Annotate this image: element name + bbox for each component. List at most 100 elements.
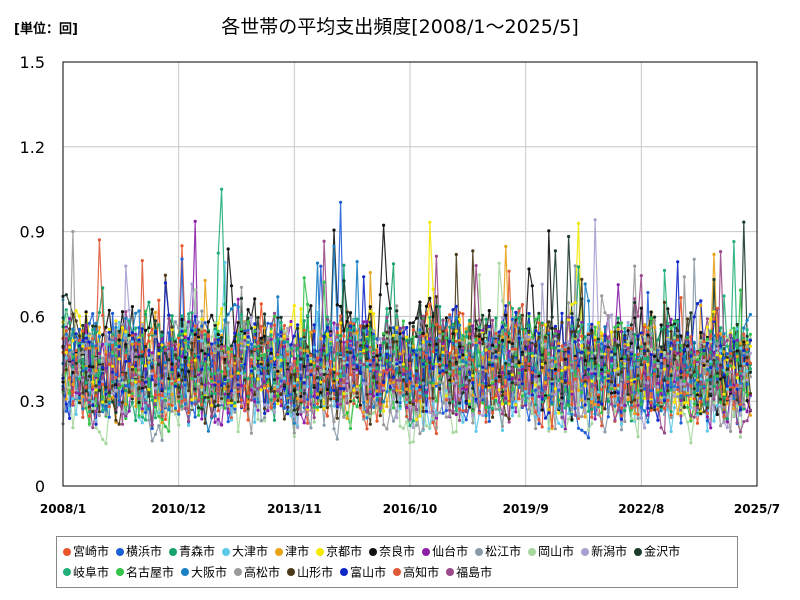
data-point	[497, 379, 501, 383]
data-point	[91, 403, 95, 408]
data-point	[309, 395, 313, 399]
data-point	[454, 343, 458, 347]
data-point	[395, 385, 399, 389]
data-point	[570, 417, 574, 421]
data-point	[226, 411, 230, 415]
data-point	[170, 314, 174, 318]
data-point	[401, 331, 405, 335]
data-point	[570, 312, 574, 316]
data-point	[216, 391, 220, 395]
data-point	[137, 371, 141, 375]
legend-marker	[340, 568, 349, 576]
data-point	[71, 390, 75, 394]
data-point	[315, 402, 320, 406]
data-point	[150, 372, 154, 376]
data-point	[421, 362, 425, 366]
data-point	[272, 418, 277, 422]
data-point	[74, 353, 78, 357]
data-point	[418, 300, 422, 304]
data-point	[649, 331, 653, 336]
data-point	[626, 320, 630, 325]
data-point	[623, 394, 627, 398]
data-point	[286, 352, 290, 356]
data-point	[276, 369, 280, 373]
data-point	[236, 385, 240, 390]
data-point	[124, 359, 128, 364]
data-point	[365, 357, 369, 361]
data-point	[206, 320, 210, 324]
data-point	[140, 415, 144, 419]
data-point	[97, 311, 101, 315]
data-point	[124, 411, 128, 415]
data-point	[477, 383, 481, 387]
data-point	[352, 333, 356, 337]
data-point	[679, 398, 683, 402]
data-point	[484, 391, 488, 395]
data-point	[679, 375, 683, 379]
data-point	[107, 404, 111, 409]
data-point	[163, 404, 167, 408]
data-point	[127, 326, 131, 330]
data-point	[385, 427, 389, 431]
data-point	[157, 411, 161, 415]
data-point	[282, 380, 286, 384]
data-point	[616, 391, 620, 395]
data-point	[107, 327, 111, 332]
data-point	[742, 379, 746, 383]
data-point	[253, 297, 257, 301]
data-point	[177, 400, 181, 404]
data-point	[130, 392, 134, 396]
data-point	[606, 399, 610, 404]
data-point	[553, 249, 558, 253]
data-point	[196, 382, 201, 386]
data-point	[467, 393, 472, 397]
data-point	[540, 397, 544, 401]
data-point	[643, 360, 647, 364]
data-point	[375, 389, 379, 393]
data-point	[695, 302, 700, 306]
data-point	[583, 335, 587, 339]
data-point	[613, 383, 617, 388]
data-point	[147, 366, 151, 370]
data-point	[279, 358, 283, 362]
data-point	[474, 368, 478, 372]
data-point	[438, 411, 442, 415]
data-point	[530, 393, 534, 397]
data-point	[738, 384, 743, 388]
data-point	[81, 358, 85, 362]
data-point	[269, 351, 273, 356]
data-point	[233, 401, 237, 405]
data-point	[378, 414, 382, 418]
series-points	[61, 187, 753, 446]
data-point	[712, 419, 716, 423]
data-point	[491, 363, 495, 367]
data-point	[742, 388, 746, 392]
data-point	[246, 418, 250, 422]
data-point	[537, 374, 541, 378]
data-point	[438, 305, 442, 309]
data-point	[679, 421, 683, 425]
data-point	[705, 406, 710, 410]
data-point	[259, 336, 263, 340]
data-point	[183, 356, 187, 360]
data-point	[600, 424, 604, 428]
data-point	[659, 327, 663, 331]
legend-item: 岡山市	[528, 541, 574, 562]
data-point	[444, 391, 448, 395]
data-point	[431, 416, 435, 420]
data-point	[263, 366, 267, 370]
data-point	[243, 408, 247, 412]
data-point	[91, 399, 95, 404]
data-point	[421, 364, 425, 368]
data-point	[570, 368, 574, 373]
data-point	[738, 408, 743, 412]
data-point	[362, 410, 366, 414]
data-point	[246, 400, 250, 404]
data-point	[477, 411, 481, 415]
data-point	[421, 314, 425, 318]
data-point	[560, 311, 564, 315]
data-point	[444, 398, 448, 402]
data-point	[220, 329, 224, 333]
data-point	[735, 349, 739, 353]
data-point	[610, 363, 614, 367]
